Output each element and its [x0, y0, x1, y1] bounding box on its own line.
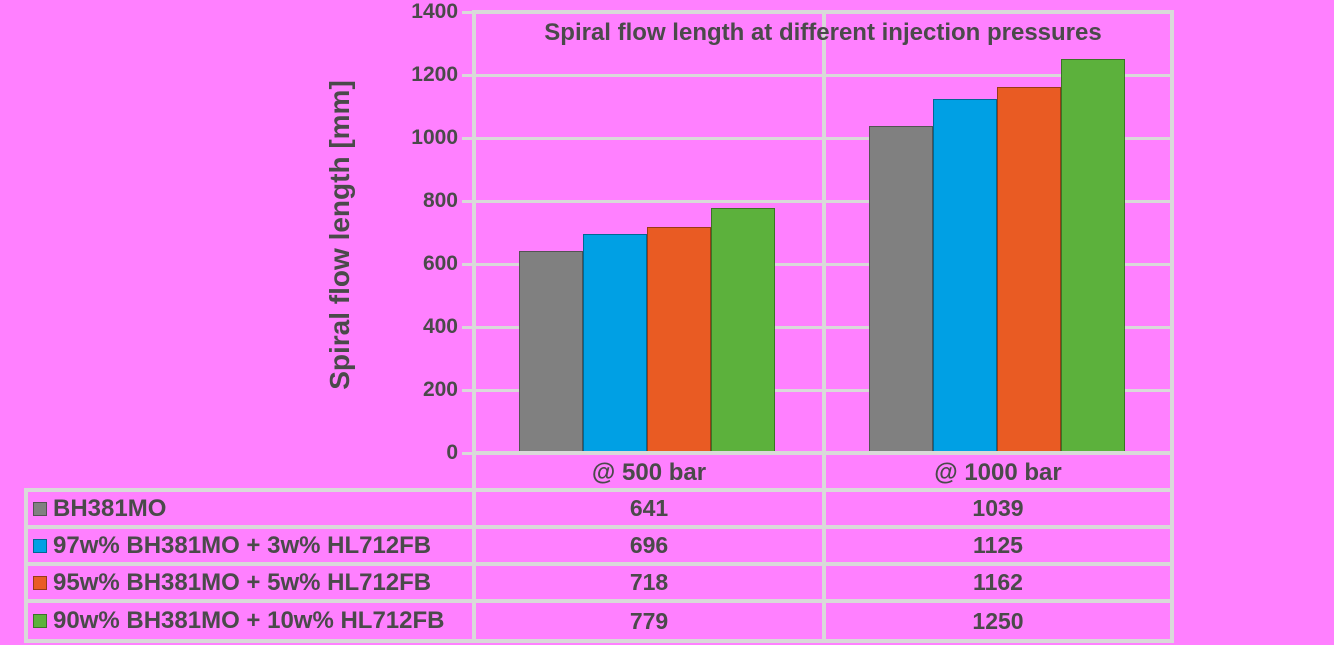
legend-cell-series-2: 97w% BH381MO + 3w% HL712FB	[26, 527, 474, 564]
bar-series-4-cat-2	[1061, 59, 1125, 453]
y-tick-mark	[462, 451, 474, 455]
x-category-label: @ 1000 bar	[934, 459, 1062, 486]
y-tick-label: 400	[422, 315, 458, 338]
table-value-cell: 1250	[972, 607, 1024, 634]
border-line-horizontal	[24, 488, 1174, 492]
table-value-cell: 696	[629, 532, 669, 558]
bar-series-3-cat-2	[997, 86, 1061, 453]
y-tick-label: 600	[422, 252, 458, 275]
bar-series-3-cat-1	[647, 226, 711, 453]
bar-series-4-cat-1	[711, 207, 775, 453]
y-tick-mark	[462, 199, 474, 203]
y-tick-mark	[462, 10, 474, 14]
border-line-vertical	[472, 10, 476, 643]
table-value-cell: 779	[629, 607, 669, 634]
y-axis-title: Spiral flow length [mm]	[324, 80, 355, 390]
y-tick-label: 1000	[411, 126, 458, 149]
legend-label: 90w% BH381MO + 10w% HL712FB	[53, 607, 445, 634]
legend-label: BH381MO	[53, 494, 167, 522]
table-value-cell: 641	[629, 495, 669, 521]
y-tick-label: 1200	[411, 63, 458, 86]
legend-swatch	[33, 538, 47, 553]
bar-series-2-cat-1	[583, 233, 647, 453]
legend-swatch	[33, 614, 47, 628]
border-line-horizontal	[24, 562, 1174, 566]
y-tick-mark	[462, 325, 474, 329]
y-tick-mark	[462, 388, 474, 392]
border-line-vertical	[822, 10, 826, 643]
table-value-cell: 1039	[972, 495, 1024, 521]
legend-cell-series-1: BH381MO	[26, 490, 474, 527]
bar-series-1-cat-1	[519, 251, 583, 453]
table-value-cell: 1125	[973, 532, 1023, 558]
y-tick-mark	[462, 262, 474, 266]
legend-cell-series-4: 90w% BH381MO + 10w% HL712FB	[26, 601, 474, 641]
legend-swatch	[33, 575, 47, 590]
y-tick-label: 0	[446, 441, 458, 464]
y-tick-mark	[462, 73, 474, 77]
border-line-vertical	[24, 488, 28, 643]
legend-label: 95w% BH381MO + 5w% HL712FB	[53, 568, 432, 596]
y-tick-mark	[462, 136, 474, 140]
table-value-cell: 1162	[973, 569, 1023, 595]
border-line-horizontal	[24, 639, 1174, 643]
y-tick-label: 1400	[411, 0, 458, 23]
x-category-label: @ 500 bar	[591, 459, 707, 486]
table-value-cell: 718	[629, 569, 669, 595]
bar-series-2-cat-2	[933, 98, 997, 453]
chart-title: Spiral flow length at different injectio…	[544, 19, 1102, 46]
legend-swatch	[33, 501, 47, 516]
bar-series-1-cat-2	[869, 125, 933, 453]
y-tick-label: 200	[422, 378, 458, 401]
legend-label: 97w% BH381MO + 3w% HL712FB	[53, 531, 432, 559]
legend-cell-series-3: 95w% BH381MO + 5w% HL712FB	[26, 564, 474, 601]
border-line-horizontal	[24, 525, 1174, 529]
border-line-vertical	[1170, 10, 1174, 643]
y-tick-label: 800	[422, 189, 458, 212]
border-line-horizontal	[24, 599, 1174, 603]
